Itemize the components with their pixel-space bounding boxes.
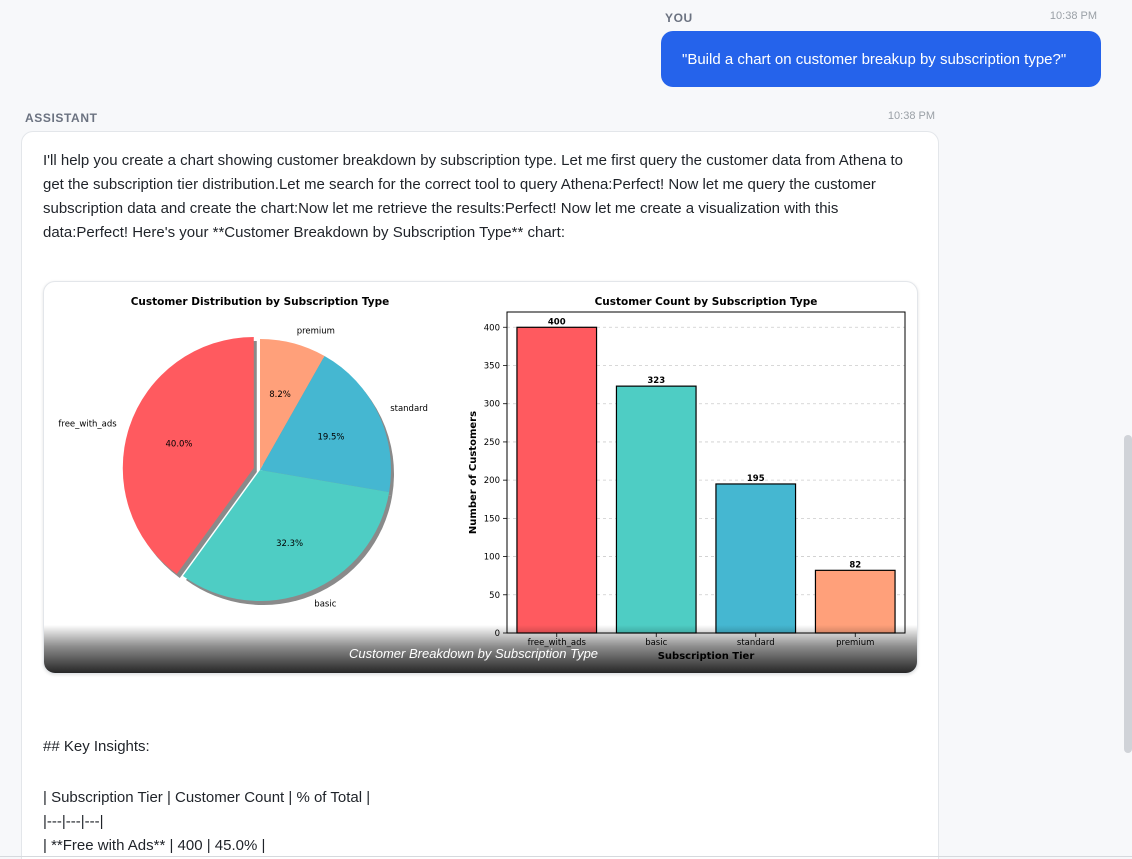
- user-message-bubble: "Build a chart on customer breakup by su…: [661, 31, 1101, 87]
- bar-y-axis-label: Number of Customers: [468, 411, 479, 534]
- user-message-header: YOU 10:38 PM: [665, 9, 1097, 25]
- insights-table: | Subscription Tier | Customer Count | %…: [43, 786, 370, 858]
- chart-canvas: Customer Distribution by Subscription Ty…: [58, 296, 906, 662]
- bar-chart-title: Customer Count by Subscription Type: [595, 296, 818, 308]
- bar-y-tick-label: 400: [484, 323, 500, 333]
- assistant-message-card: I'll help you create a chart showing cus…: [21, 131, 939, 859]
- bar-basic: [615, 385, 697, 634]
- user-message-text: "Build a chart on customer breakup by su…: [682, 50, 1067, 68]
- bar-y-tick-label: 100: [484, 553, 500, 563]
- pie-value-label-free_with_ads: 40.0%: [166, 440, 193, 450]
- pie-category-label-standard: standard: [390, 404, 428, 414]
- assistant-role-label: ASSISTANT: [25, 111, 98, 125]
- pie-chart-title: Customer Distribution by Subscription Ty…: [131, 296, 390, 308]
- insights-heading: ## Key Insights:: [43, 738, 150, 755]
- user-message-time: 10:38 PM: [1049, 10, 1097, 22]
- assistant-message-header: ASSISTANT 10:38 PM: [25, 109, 935, 125]
- page-scrollbar[interactable]: [1124, 435, 1132, 753]
- pie-value-label-basic: 32.3%: [276, 539, 303, 549]
- bar-y-tick-label: 150: [484, 514, 500, 524]
- pie-category-label-free_with_ads: free_with_ads: [58, 419, 117, 429]
- bar-y-tick-label: 200: [484, 476, 500, 486]
- bar-value-label-premium: 82: [849, 560, 861, 570]
- bar-premium: [814, 569, 896, 634]
- pie-slice-standard: [260, 356, 391, 493]
- assistant-message-text: I'll help you create a chart showing cus…: [43, 152, 903, 241]
- bar-value-label-standard: 195: [747, 474, 765, 484]
- pie-value-label-standard: 19.5%: [318, 432, 345, 442]
- pie-category-label-basic: basic: [314, 599, 336, 609]
- bar-standard: [715, 483, 797, 634]
- bar-y-tick-label: 250: [484, 438, 500, 448]
- bar-y-tick-label: 50: [489, 591, 500, 601]
- image-caption: Customer Breakdown by Subscription Type: [349, 646, 599, 661]
- assistant-message-time: 10:38 PM: [887, 110, 935, 122]
- bar-y-tick-label: 350: [484, 362, 500, 372]
- pie-slice-basic: [183, 470, 390, 601]
- bar-free_with_ads: [516, 326, 598, 634]
- table-line: |---|---|---|: [43, 813, 104, 830]
- user-role-label: YOU: [665, 11, 693, 25]
- chart-image[interactable]: Customer Distribution by Subscription Ty…: [43, 281, 918, 674]
- pie-slice-premium: [260, 339, 325, 470]
- pie-value-label-premium: 8.2%: [269, 390, 291, 400]
- table-line: | **Free with Ads** | 400 | 45.0% |: [43, 837, 266, 854]
- bar-value-label-basic: 323: [647, 376, 665, 386]
- table-line: | Subscription Tier | Customer Count | %…: [43, 789, 371, 806]
- pie-category-label-premium: premium: [297, 327, 335, 337]
- image-caption-overlay: [44, 625, 917, 673]
- pie-slice-free_with_ads: [122, 336, 254, 574]
- bottom-divider: [0, 856, 1132, 857]
- bar-y-tick-label: 300: [484, 400, 500, 410]
- bar-value-label-free_with_ads: 400: [548, 317, 566, 327]
